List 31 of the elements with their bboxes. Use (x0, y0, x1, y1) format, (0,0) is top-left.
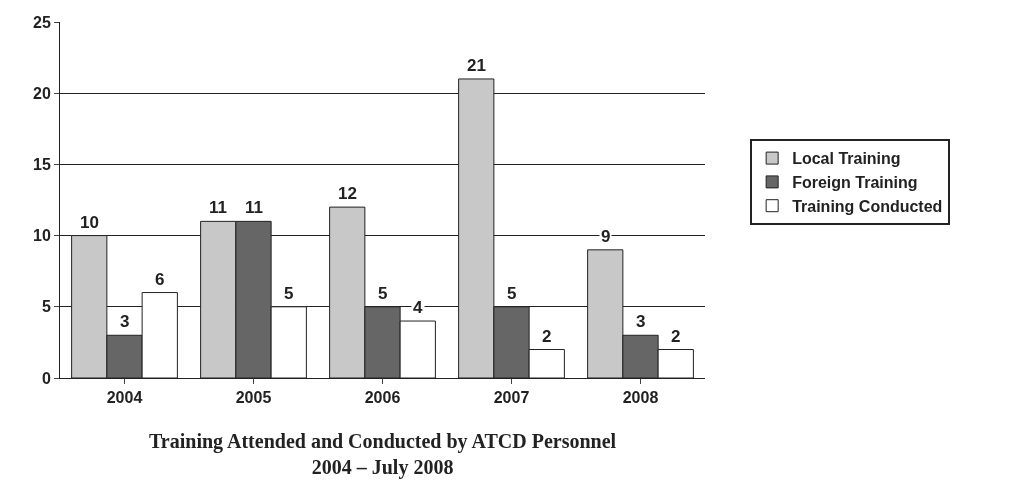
data-label: 11 (245, 198, 263, 217)
x-tick-label: 2006 (364, 389, 401, 407)
data-label: 3 (636, 312, 646, 331)
data-label: 11 (209, 198, 227, 217)
x-tick-label: 2004 (106, 389, 143, 407)
x-tick-label: 2008 (622, 389, 659, 407)
legend-label: Foreign Training (792, 174, 918, 192)
x-tick-label: 2007 (493, 389, 530, 407)
y-tick-label: 5 (41, 298, 51, 316)
data-label: 9 (601, 227, 611, 246)
y-tick-label: 0 (41, 369, 51, 387)
legend-label: Training Conducted (792, 197, 943, 215)
data-label: 2 (542, 327, 552, 346)
text: 2004 – July 2008 (311, 456, 454, 479)
legend-label: Local Training (792, 150, 901, 168)
data-label: 12 (338, 184, 357, 203)
y-tick-label: 10 (33, 227, 51, 245)
data-label: 5 (284, 284, 294, 303)
data-label: 2 (671, 327, 681, 346)
data-label: 4 (413, 298, 423, 317)
y-tick-label: 15 (33, 156, 51, 173)
data-label: 5 (507, 284, 517, 303)
y-tick-label: 20 (33, 84, 51, 102)
x-tick-label: 2005 (235, 389, 272, 407)
data-label: 10 (80, 213, 99, 232)
data-label: 5 (378, 284, 388, 303)
data-label: 6 (155, 270, 165, 289)
y-tick-label: 25 (33, 13, 51, 31)
data-label: 3 (120, 312, 130, 331)
text: Training Attended and Conducted by ATCD Personnel (149, 430, 617, 453)
data-label: 21 (467, 56, 486, 75)
